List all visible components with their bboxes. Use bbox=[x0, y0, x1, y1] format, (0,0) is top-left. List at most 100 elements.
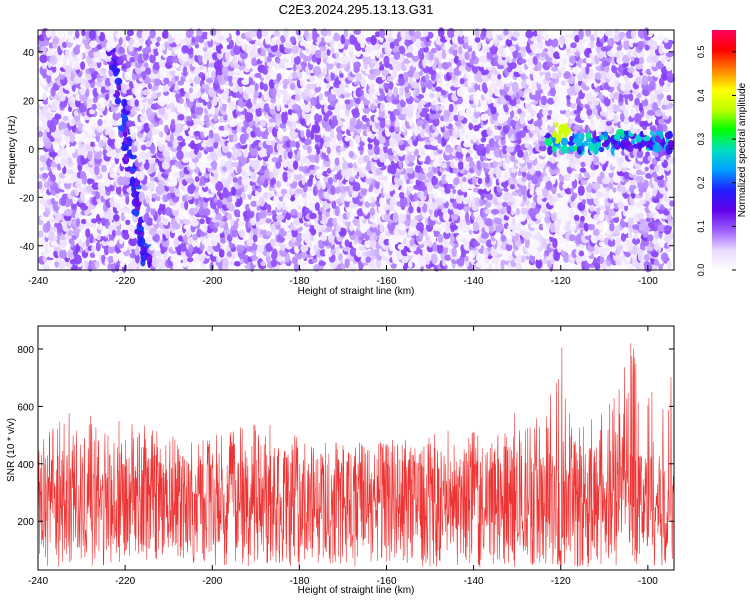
spectrogram-cell bbox=[447, 207, 455, 215]
spectrogram-cell bbox=[494, 217, 503, 224]
spectrogram-cell bbox=[291, 103, 300, 111]
spectrogram-cell bbox=[535, 258, 543, 269]
spectrogram-cell bbox=[399, 191, 405, 199]
spectrogram-cell bbox=[641, 75, 649, 86]
spectrogram-cell bbox=[441, 207, 448, 214]
spectrogram-cell bbox=[201, 83, 208, 89]
spectrogram-cell bbox=[159, 131, 164, 138]
spectrogram-cell bbox=[355, 72, 363, 81]
spectrogram-cell bbox=[634, 97, 640, 106]
spectrogram-cell bbox=[472, 175, 477, 186]
spectrogram-cell bbox=[242, 192, 247, 200]
spectrogram-cell bbox=[133, 140, 140, 147]
spectrogram-cell bbox=[100, 164, 107, 173]
spectrogram-cell bbox=[504, 228, 510, 238]
spectrogram-cell bbox=[241, 79, 250, 85]
spectrogram-cell bbox=[175, 93, 180, 99]
spectrogram-cell bbox=[497, 107, 504, 114]
spectrogram-cell bbox=[598, 146, 605, 153]
spectrogram-cell bbox=[398, 151, 404, 157]
spectrogram-cell bbox=[285, 212, 292, 221]
spectrogram-cell bbox=[95, 241, 101, 252]
spectrogram-cell bbox=[344, 257, 350, 269]
spectrogram-cell bbox=[265, 218, 272, 224]
spectrogram-cell bbox=[349, 211, 355, 222]
spectrogram-cell bbox=[318, 214, 323, 222]
spectrogram-cell bbox=[445, 146, 454, 153]
spectrogram-cell bbox=[392, 212, 399, 223]
spectrogram-cell bbox=[645, 217, 651, 223]
spectrogram-cell bbox=[190, 219, 199, 227]
spectrogram-cell bbox=[579, 167, 587, 173]
spectrogram-cell bbox=[213, 221, 220, 228]
spectrogram-cell bbox=[270, 259, 278, 268]
spectrogram-cell bbox=[551, 72, 558, 79]
spectrogram-cell bbox=[260, 208, 267, 219]
spectrogram-cell bbox=[194, 175, 200, 183]
spectrogram-cell bbox=[549, 222, 556, 233]
spectrogram-cell bbox=[290, 208, 298, 216]
spectrogram-cell bbox=[610, 245, 616, 253]
spectrogram-cell bbox=[187, 257, 194, 263]
spectrogram-cell bbox=[358, 155, 364, 165]
spectrogram-cell bbox=[178, 207, 185, 215]
spectrogram-cell bbox=[222, 257, 229, 268]
spectrogram-cell bbox=[597, 244, 603, 253]
spectrogram-cell bbox=[660, 252, 669, 262]
spectrogram-cell bbox=[622, 124, 630, 131]
spectrogram-cell bbox=[421, 107, 430, 113]
spectrogram-cell bbox=[448, 103, 454, 113]
spectrogram-cell bbox=[556, 259, 563, 267]
spectrogram-cell bbox=[340, 263, 347, 270]
spectrogram-cell bbox=[174, 83, 179, 92]
spectrogram-cell bbox=[429, 92, 435, 99]
spectrogram-cell bbox=[318, 92, 324, 101]
spectrogram-cell bbox=[515, 262, 523, 272]
spectrogram-cell bbox=[439, 104, 445, 111]
spectrogram-cell bbox=[364, 223, 371, 229]
spectrogram-cell bbox=[259, 119, 267, 127]
spectrogram-cell bbox=[72, 218, 77, 227]
spectrogram-cell bbox=[157, 171, 162, 181]
spectrogram-cell bbox=[332, 217, 338, 225]
spectrogram-cell bbox=[506, 204, 512, 215]
spectrogram-cell bbox=[107, 255, 115, 264]
spectrogram-cell bbox=[80, 231, 87, 243]
spectrogram-cell bbox=[314, 202, 320, 211]
spectrogram-cell bbox=[281, 110, 289, 122]
spectrogram-cell bbox=[109, 196, 116, 208]
spectrogram-cell bbox=[434, 177, 439, 185]
spectrogram-cell bbox=[409, 238, 416, 247]
spectrogram-cell bbox=[141, 89, 150, 96]
spectrogram-cell bbox=[226, 151, 232, 159]
spectrogram-cell bbox=[577, 185, 585, 196]
spectrogram-cell bbox=[97, 118, 103, 127]
spectrogram-cell bbox=[417, 200, 424, 208]
spectrogram-cell bbox=[87, 149, 93, 161]
spectrogram-cell bbox=[229, 218, 235, 226]
spectrogram-cell bbox=[560, 87, 567, 95]
spectrogram-cell bbox=[270, 71, 278, 80]
spectrogram-cell bbox=[390, 262, 397, 269]
spectrogram-cell bbox=[120, 83, 126, 91]
spectrogram-cell bbox=[630, 139, 636, 145]
spectrogram-cell bbox=[349, 139, 354, 148]
spectrogram-cell bbox=[394, 205, 403, 211]
spectrogram-cell bbox=[520, 213, 527, 222]
spectrogram-cell bbox=[123, 212, 129, 218]
spectrogram-cell bbox=[624, 239, 632, 248]
spectrogram-cell bbox=[40, 251, 45, 257]
spectrogram-cell bbox=[544, 71, 551, 82]
spectrogram-cell bbox=[569, 208, 574, 216]
spectrogram-cell bbox=[140, 150, 146, 159]
spectrogram-cell bbox=[213, 197, 218, 203]
spectrogram-cell bbox=[271, 157, 279, 163]
spectrogram-cell bbox=[398, 213, 407, 223]
spectrogram-cell bbox=[417, 140, 425, 149]
spectrogram-cell bbox=[316, 171, 322, 180]
spectrogram-cell bbox=[418, 156, 427, 162]
spectrogram-cell bbox=[129, 176, 136, 186]
spectrogram-cell bbox=[593, 214, 600, 222]
spectrogram-cell bbox=[632, 237, 641, 245]
spectrogram-cell bbox=[90, 141, 95, 147]
